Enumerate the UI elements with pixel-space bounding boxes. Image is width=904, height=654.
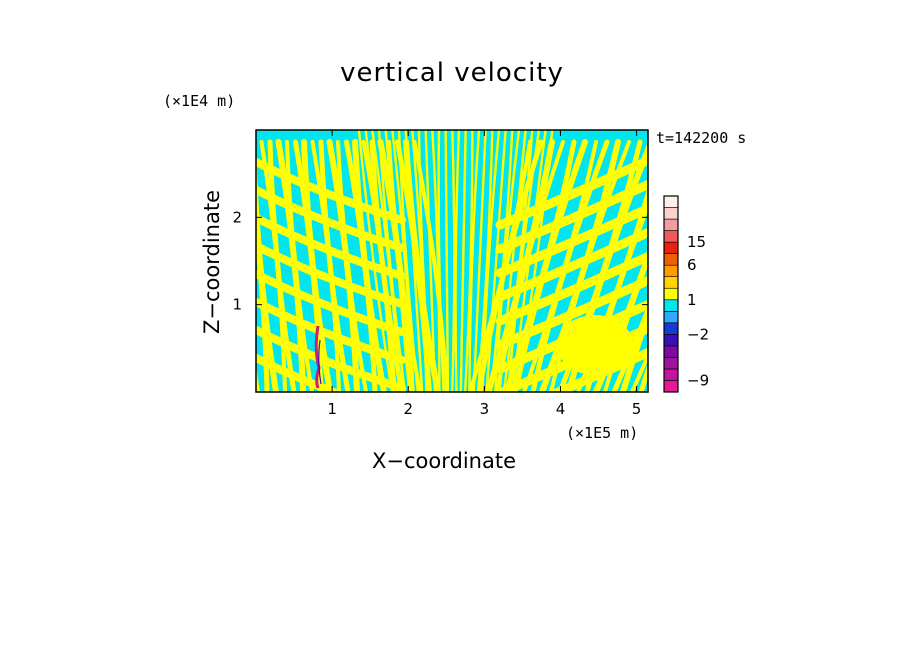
colorbar: −9 −2 1 6 15 bbox=[663, 195, 709, 393]
y-tick-label: 1 bbox=[232, 296, 242, 314]
x-tick-label: 1 bbox=[327, 400, 337, 418]
plot-frame bbox=[255, 129, 649, 393]
colorbar-swatch bbox=[663, 218, 679, 231]
x-axis-unit: (×1E5 m) bbox=[566, 424, 639, 442]
contour-band bbox=[387, 140, 422, 392]
contour-band bbox=[485, 130, 507, 392]
contour-blob bbox=[557, 315, 633, 375]
contour-band bbox=[256, 157, 406, 224]
contour-band bbox=[256, 241, 406, 308]
colorbar-swatch bbox=[663, 380, 679, 393]
y-axis-ticks: 12 bbox=[232, 208, 648, 314]
colorbar-swatch bbox=[663, 264, 679, 278]
colorbar-swatch bbox=[663, 310, 679, 324]
contour-band bbox=[472, 130, 487, 392]
contour-band bbox=[256, 325, 406, 392]
colorbar-swatch bbox=[663, 276, 679, 289]
x-tick-label: 3 bbox=[480, 400, 490, 418]
contour-band bbox=[318, 139, 351, 392]
contour-band bbox=[412, 140, 449, 392]
contour-band bbox=[256, 364, 260, 392]
colorbar-tick-label: 1 bbox=[687, 291, 697, 309]
colorbar-tick-label: 15 bbox=[687, 233, 706, 251]
contour-band bbox=[459, 130, 467, 392]
contour-band bbox=[256, 269, 406, 336]
contour-band bbox=[463, 130, 474, 392]
x-tick-label: 4 bbox=[556, 400, 566, 418]
colorbar-tick-label: 6 bbox=[687, 256, 697, 274]
colorbar-swatch bbox=[663, 230, 679, 243]
contour-band bbox=[437, 130, 445, 392]
contour-band bbox=[489, 130, 514, 392]
colorbar-swatch bbox=[663, 368, 679, 381]
contour-band bbox=[431, 130, 441, 392]
contour-band bbox=[256, 213, 406, 280]
colorbar-swatch bbox=[663, 334, 679, 347]
contour-band bbox=[256, 353, 345, 392]
x-tick-label: 5 bbox=[632, 400, 642, 418]
colorbar-swatch bbox=[663, 357, 679, 370]
contour-band bbox=[451, 130, 456, 392]
contour-band bbox=[256, 185, 406, 252]
contour-band bbox=[495, 155, 648, 230]
x-axis-ticks: 1 2 3 4 5 bbox=[327, 130, 641, 418]
contour-band bbox=[630, 350, 648, 392]
contour-band bbox=[547, 347, 648, 392]
contour-band bbox=[403, 139, 441, 392]
contour-band bbox=[495, 275, 648, 350]
strong-downdraft bbox=[318, 339, 322, 385]
colorbar-swatch bbox=[663, 322, 679, 335]
contour-band bbox=[495, 251, 648, 326]
chart-title: vertical velocity bbox=[340, 58, 564, 88]
x-tick-label: 2 bbox=[403, 400, 413, 418]
time-label: t=142200 s bbox=[656, 129, 747, 147]
colorbar-swatch bbox=[663, 253, 679, 266]
contour-band bbox=[495, 203, 648, 278]
contour-band bbox=[495, 227, 648, 302]
colorbar-swatch bbox=[663, 207, 679, 220]
contour-band bbox=[454, 130, 461, 392]
colorbar-swatch bbox=[663, 195, 679, 208]
x-axis-label: X−coordinate bbox=[372, 449, 516, 473]
colorbar-tick-label: −9 bbox=[687, 371, 709, 389]
contour-band bbox=[256, 297, 406, 364]
contour-bands bbox=[256, 130, 648, 392]
y-axis-unit: (×1E4 m) bbox=[163, 92, 236, 110]
colorbar-frame bbox=[663, 195, 679, 393]
colorbar-swatch bbox=[663, 345, 679, 358]
contour-band bbox=[336, 140, 368, 392]
contour-band bbox=[444, 130, 450, 392]
contour-band bbox=[468, 130, 481, 392]
y-tick-label: 2 bbox=[232, 208, 242, 226]
colorbar-tick-label: −2 bbox=[687, 325, 709, 343]
contour-band bbox=[495, 179, 648, 254]
colorbar-swatch bbox=[663, 241, 679, 254]
contour-band bbox=[352, 139, 387, 392]
colorbar-swatch bbox=[663, 299, 679, 312]
contour-band bbox=[495, 140, 565, 392]
colorbar-swatch bbox=[663, 287, 679, 301]
